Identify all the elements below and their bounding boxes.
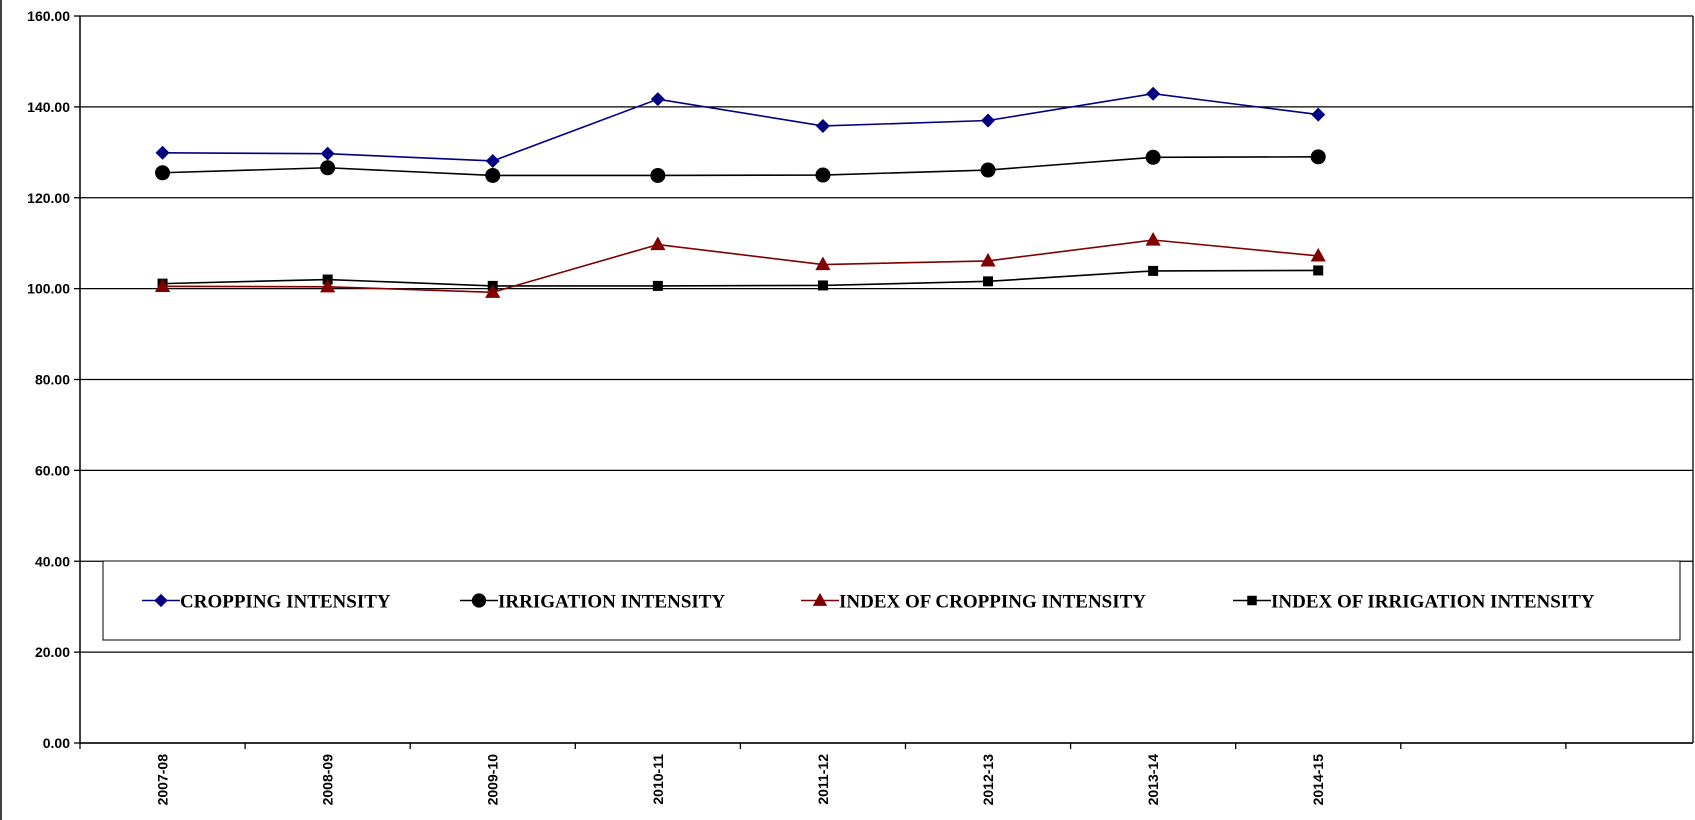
point-circle bbox=[1310, 149, 1326, 165]
series-irrigation-intensity bbox=[155, 149, 1326, 183]
x-tick-label: 2008-09 bbox=[320, 754, 336, 806]
legend-entry: IRRIGATION INTENSITY bbox=[460, 592, 725, 613]
legend-label: IRRIGATION INTENSITY bbox=[498, 592, 725, 613]
y-tick-label: 40.00 bbox=[35, 553, 70, 569]
point-diamond bbox=[485, 153, 500, 168]
point-diamond bbox=[1146, 86, 1161, 101]
point-diamond bbox=[815, 118, 830, 133]
x-tick-label: 2011-12 bbox=[815, 754, 831, 805]
series-line bbox=[162, 92, 1319, 162]
point-triangle bbox=[650, 236, 666, 251]
legend-label: INDEX OF CROPPING INTENSITY bbox=[839, 592, 1146, 613]
series-index-of-cropping-intensity bbox=[154, 232, 1326, 298]
series-line bbox=[162, 156, 1319, 177]
point-circle bbox=[815, 167, 831, 183]
legend-label: CROPPING INTENSITY bbox=[180, 592, 391, 613]
legend-entry: INDEX OF IRRIGATION INTENSITY bbox=[1233, 592, 1595, 613]
point-diamond bbox=[1311, 107, 1326, 122]
point-circle bbox=[155, 165, 171, 181]
y-tick-label: 0.00 bbox=[43, 735, 70, 751]
point-triangle bbox=[980, 252, 996, 267]
series-lines bbox=[154, 86, 1326, 298]
point-square bbox=[652, 280, 663, 291]
x-tick-label: 2010-11 bbox=[650, 754, 666, 805]
point-circle bbox=[980, 162, 996, 178]
series-line bbox=[162, 269, 1319, 287]
point-diamond bbox=[650, 92, 665, 107]
legend-entry: CROPPING INTENSITY bbox=[142, 592, 391, 613]
point-square bbox=[1247, 595, 1257, 606]
x-tick-label: 2014-15 bbox=[1310, 754, 1326, 806]
y-tick-label: 100.00 bbox=[27, 281, 70, 297]
point-triangle bbox=[1145, 232, 1161, 246]
point-square bbox=[1148, 265, 1159, 276]
point-diamond bbox=[155, 145, 170, 160]
legend: CROPPING INTENSITY IRRIGATION INTENSITY IN… bbox=[102, 560, 1681, 641]
point-diamond bbox=[154, 593, 168, 608]
legend-label: INDEX OF IRRIGATION INTENSITY bbox=[1271, 592, 1595, 613]
x-tick-label: 2013-14 bbox=[1145, 754, 1161, 806]
point-triangle bbox=[812, 592, 828, 606]
x-tick-label: 2009-10 bbox=[485, 754, 501, 806]
point-diamond bbox=[320, 146, 335, 161]
y-tick-label: 160.00 bbox=[27, 8, 70, 24]
point-triangle bbox=[320, 278, 336, 293]
point-triangle bbox=[485, 284, 501, 298]
point-square bbox=[817, 280, 828, 291]
point-triangle bbox=[154, 278, 171, 292]
legend-box bbox=[102, 560, 1681, 641]
y-tick-label: 80.00 bbox=[35, 372, 70, 388]
point-circle bbox=[320, 160, 336, 176]
y-tick-label: 120.00 bbox=[27, 190, 70, 206]
point-square bbox=[1313, 265, 1324, 276]
point-square bbox=[983, 276, 994, 287]
point-circle bbox=[485, 167, 501, 183]
series-cropping-intensity bbox=[155, 86, 1326, 168]
x-tick-label: 2012-13 bbox=[980, 754, 996, 806]
x-tick-label: 2007-08 bbox=[155, 754, 171, 806]
point-circle bbox=[650, 167, 666, 183]
axes: 0.00 20.00 40.00 60.00 80.00 100.00 120.00 140.… bbox=[27, 8, 1694, 806]
legend-entry: INDEX OF CROPPING INTENSITY bbox=[801, 592, 1146, 613]
y-tick-label: 140.00 bbox=[27, 99, 70, 115]
point-circle bbox=[1145, 149, 1161, 165]
point-triangle bbox=[1310, 247, 1326, 262]
y-tick-label: 60.00 bbox=[35, 462, 70, 478]
point-diamond bbox=[981, 113, 996, 128]
point-triangle bbox=[815, 256, 831, 271]
point-circle bbox=[471, 593, 487, 608]
series-line bbox=[162, 239, 1319, 294]
y-tick-label: 20.00 bbox=[35, 644, 70, 660]
